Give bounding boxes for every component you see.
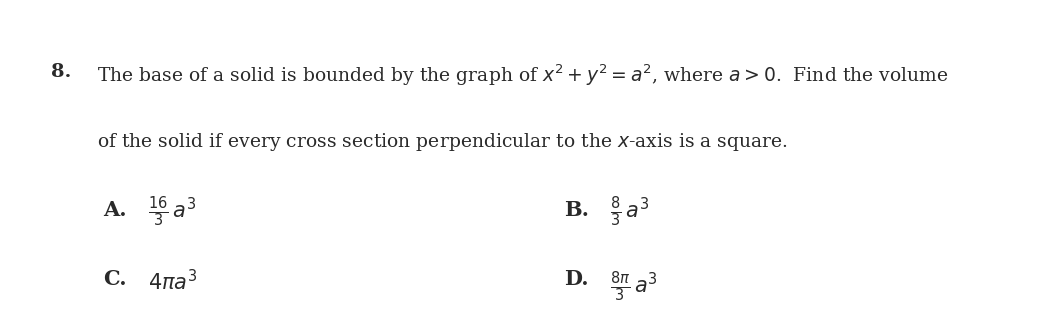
Text: $\frac{8}{3}\, a^3$: $\frac{8}{3}\, a^3$	[610, 194, 649, 228]
Text: C.: C.	[103, 269, 127, 289]
Text: $\frac{8\pi}{3}\, a^3$: $\frac{8\pi}{3}\, a^3$	[610, 269, 657, 304]
Text: The base of a solid is bounded by the graph of $x^2 + y^2 = a^2$, where $a > 0$.: The base of a solid is bounded by the gr…	[97, 63, 948, 88]
Text: B.: B.	[564, 200, 590, 220]
Text: A.: A.	[103, 200, 127, 220]
Text: 8.: 8.	[51, 63, 71, 81]
Text: of the solid if every cross section perpendicular to the $x$-axis is a square.: of the solid if every cross section perp…	[97, 131, 788, 153]
Text: $4\pi a^3$: $4\pi a^3$	[148, 269, 197, 295]
Text: D.: D.	[564, 269, 589, 289]
Text: $\frac{16}{3}\, a^3$: $\frac{16}{3}\, a^3$	[148, 194, 196, 228]
